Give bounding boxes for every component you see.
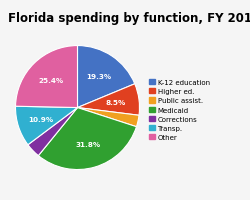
Text: 31.8%: 31.8% [76, 142, 101, 148]
Text: Florida spending by function, FY 2013: Florida spending by function, FY 2013 [8, 12, 250, 25]
Wedge shape [78, 108, 139, 127]
Text: 25.4%: 25.4% [38, 78, 63, 84]
Text: 10.9%: 10.9% [28, 117, 54, 123]
Text: 19.3%: 19.3% [86, 73, 112, 79]
Wedge shape [38, 108, 136, 170]
Wedge shape [16, 46, 78, 108]
Text: 8.5%: 8.5% [106, 100, 126, 106]
Wedge shape [16, 107, 78, 145]
Wedge shape [28, 108, 78, 156]
Wedge shape [78, 84, 140, 116]
Legend: K-12 education, Higher ed., Public assist., Medicaid, Corrections, Transp., Othe: K-12 education, Higher ed., Public assis… [148, 79, 210, 141]
Wedge shape [78, 46, 135, 108]
